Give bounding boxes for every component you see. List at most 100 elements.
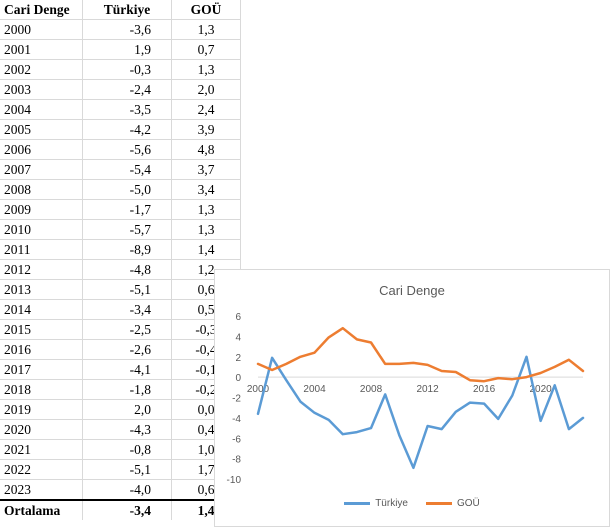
cell-gou[interactable]: 2,0 — [171, 79, 241, 100]
x-tick-label: 2004 — [303, 384, 326, 395]
cell-year[interactable]: 2014 — [0, 299, 83, 320]
cell-turkiye[interactable]: -5,6 — [82, 139, 172, 160]
cell-year[interactable]: 2018 — [0, 379, 83, 400]
table-row: 2017 -4,1 -0,1 — [0, 359, 241, 380]
cell-gou[interactable]: 0,7 — [171, 39, 241, 60]
cell-year[interactable]: 2016 — [0, 339, 83, 360]
cell-turkiye[interactable]: -4,0 — [82, 479, 172, 501]
cell-turkiye[interactable]: -1,8 — [82, 379, 172, 400]
cell-turkiye[interactable]: -4,1 — [82, 359, 172, 380]
table-row: 2005 -4,2 3,9 — [0, 119, 241, 140]
table-row: 2012 -4,8 1,2 — [0, 259, 241, 280]
cell-turkiye[interactable]: 1,9 — [82, 39, 172, 60]
header-gou[interactable]: GOÜ — [171, 0, 241, 20]
cell-year[interactable]: 2023 — [0, 479, 83, 501]
table-row: 2001 1,9 0,7 — [0, 39, 241, 60]
cell-year[interactable]: 2004 — [0, 99, 83, 120]
cell-year[interactable]: 2019 — [0, 399, 83, 420]
y-tick-label: 0 — [235, 373, 241, 384]
legend-item-gou: GOÜ — [426, 498, 480, 509]
chart-title: Cari Denge — [379, 283, 445, 298]
cell-turkiye[interactable]: -3,4 — [82, 299, 172, 320]
y-tick-label: -6 — [232, 434, 241, 445]
cell-gou[interactable]: 4,8 — [171, 139, 241, 160]
table-row: 2020 -4,3 0,4 — [0, 419, 241, 440]
cell-gou[interactable]: 3,7 — [171, 159, 241, 180]
cell-turkiye[interactable]: -4,2 — [82, 119, 172, 140]
cell-year[interactable]: 2003 — [0, 79, 83, 100]
cell-total-label[interactable]: Ortalama — [0, 499, 83, 520]
chart-legend: Türkiye GOÜ — [215, 498, 609, 509]
y-tick-label: -4 — [232, 414, 241, 425]
cell-year[interactable]: 2007 — [0, 159, 83, 180]
cell-year[interactable]: 2005 — [0, 119, 83, 140]
x-tick-label: 2016 — [473, 384, 496, 395]
table-row: 2014 -3,4 0,5 — [0, 299, 241, 320]
cell-gou[interactable]: 3,9 — [171, 119, 241, 140]
cell-year[interactable]: 2011 — [0, 239, 83, 260]
cell-year[interactable]: 2009 — [0, 199, 83, 220]
legend-label-turkiye: Türkiye — [375, 498, 408, 509]
cell-year[interactable]: 2012 — [0, 259, 83, 280]
cell-turkiye[interactable]: -4,3 — [82, 419, 172, 440]
x-tick-label: 2012 — [416, 384, 439, 395]
header-cari-denge[interactable]: Cari Denge — [0, 0, 83, 20]
cell-year[interactable]: 2021 — [0, 439, 83, 460]
cell-gou[interactable]: 1,3 — [171, 219, 241, 240]
legend-item-turkiye: Türkiye — [344, 498, 408, 509]
cell-year[interactable]: 2010 — [0, 219, 83, 240]
table-row: 2000 -3,6 1,3 — [0, 19, 241, 40]
x-tick-label: 2008 — [360, 384, 383, 395]
chart-container[interactable]: Cari Denge 6 4 2 0 -2 -4 -6 -8 -10 2000 2004 2008 20… — [214, 269, 610, 527]
header-turkiye[interactable]: Türkiye — [82, 0, 172, 20]
cell-turkiye[interactable]: -0,8 — [82, 439, 172, 460]
cell-turkiye[interactable]: -5,4 — [82, 159, 172, 180]
x-tick-label: 2000 — [247, 384, 270, 395]
table-row: 2007 -5,4 3,7 — [0, 159, 241, 180]
series-line-gou — [256, 326, 585, 383]
cell-year[interactable]: 2020 — [0, 419, 83, 440]
cell-year[interactable]: 2013 — [0, 279, 83, 300]
cell-turkiye[interactable]: -2,4 — [82, 79, 172, 100]
cell-turkiye[interactable]: -3,6 — [82, 19, 172, 40]
table-row: 2016 -2,6 -0,4 — [0, 339, 241, 360]
cell-year[interactable]: 2002 — [0, 59, 83, 80]
cell-turkiye[interactable]: -2,6 — [82, 339, 172, 360]
cell-year[interactable]: 2006 — [0, 139, 83, 160]
cell-turkiye[interactable]: -0,3 — [82, 59, 172, 80]
table-row: 2006 -5,6 4,8 — [0, 139, 241, 160]
cell-year[interactable]: 2008 — [0, 179, 83, 200]
y-tick-label: 2 — [235, 353, 241, 364]
cell-gou[interactable]: 3,4 — [171, 179, 241, 200]
table-row: 2004 -3,5 2,4 — [0, 99, 241, 120]
cell-turkiye[interactable]: -3,5 — [82, 99, 172, 120]
cell-year[interactable]: 2022 — [0, 459, 83, 480]
table-row: 2022 -5,1 1,7 — [0, 459, 241, 480]
cell-turkiye[interactable]: 2,0 — [82, 399, 172, 420]
cell-year[interactable]: 2001 — [0, 39, 83, 60]
cell-gou[interactable]: 1,3 — [171, 199, 241, 220]
legend-swatch-gou — [426, 502, 452, 505]
cell-gou[interactable]: 1,3 — [171, 59, 241, 80]
cell-year[interactable]: 2017 — [0, 359, 83, 380]
cell-turkiye[interactable]: -5,1 — [82, 279, 172, 300]
y-tick-label: -2 — [232, 394, 241, 405]
cell-turkiye[interactable]: -1,7 — [82, 199, 172, 220]
cell-turkiye[interactable]: -5,0 — [82, 179, 172, 200]
cell-turkiye[interactable]: -5,1 — [82, 459, 172, 480]
table-row: 2018 -1,8 -0,2 — [0, 379, 241, 400]
cell-gou[interactable]: 2,4 — [171, 99, 241, 120]
cell-turkiye[interactable]: -2,5 — [82, 319, 172, 340]
y-tick-label: -10 — [227, 475, 242, 486]
line-chart: 6 4 2 0 -2 -4 -6 -8 -10 2000 2004 2008 2012 2016 2020 — [227, 312, 585, 486]
cell-gou[interactable]: 1,3 — [171, 19, 241, 40]
cell-turkiye[interactable]: -4,8 — [82, 259, 172, 280]
cell-turkiye[interactable]: -5,7 — [82, 219, 172, 240]
cell-turkiye[interactable]: -8,9 — [82, 239, 172, 260]
cell-year[interactable]: 2000 — [0, 19, 83, 40]
table-body: 2000 -3,6 1,3 2001 1,9 0,7 2002 -0,3 1,3 2003 -2,4… — [0, 19, 241, 520]
cell-year[interactable]: 2015 — [0, 319, 83, 340]
cell-gou[interactable]: 1,4 — [171, 239, 241, 260]
cell-total-turkiye[interactable]: -3,4 — [82, 499, 172, 520]
table-header-row: Cari Denge Türkiye GOÜ — [0, 0, 241, 20]
